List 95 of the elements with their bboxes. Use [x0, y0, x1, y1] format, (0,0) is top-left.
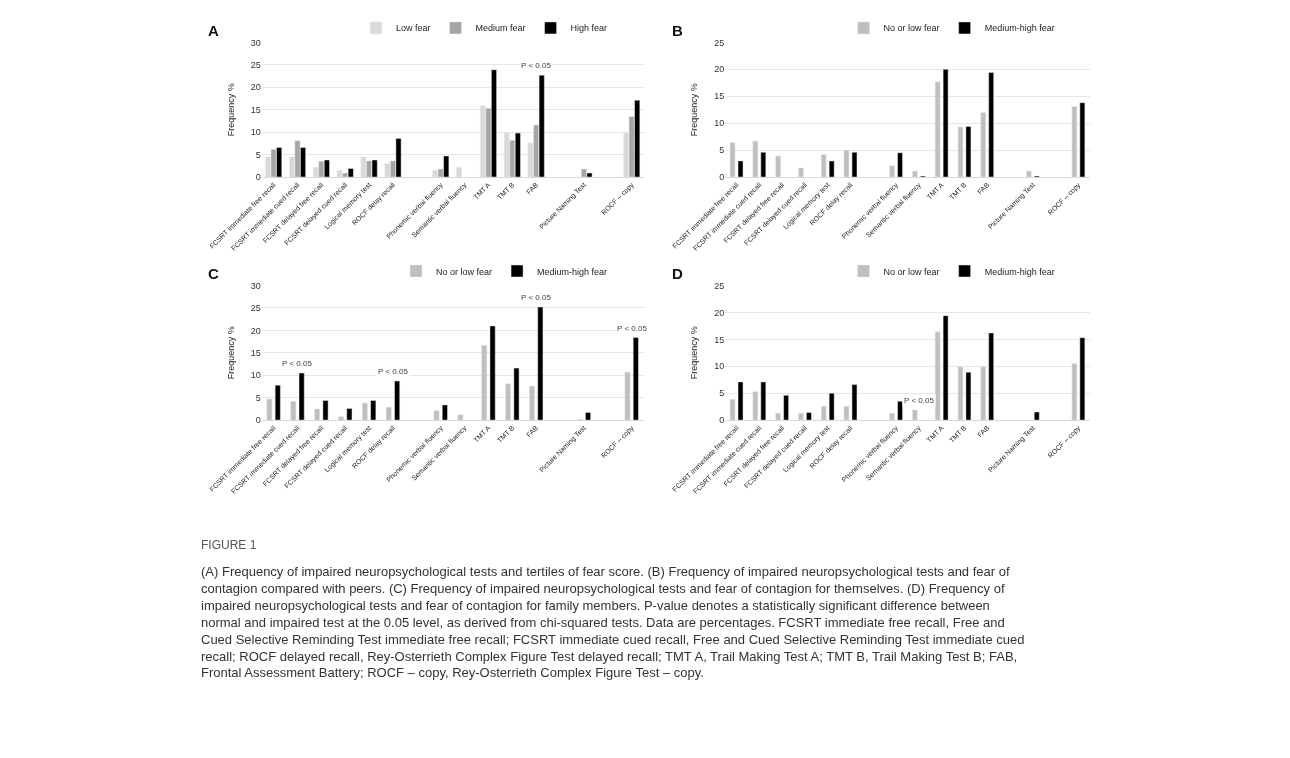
text: (A) Frequency of impaired neuropsychological tests and tertiles of fear score. (B) Frequency of impaired neuropsychological tests and fear of contagion compared with peers. (C) Frequency of impaired neuropsychological tests and fear of contagion for themselves. (D) Frequency of impaired neuropsychological tests and fear of contagion for family members. P-value denotes a statistically significant difference between normal and impaired test at the 0.05 level, as derived from chi-squared tests. Data are percentages. FCSRT immediate free recall, Free and Cued Selective Reminding Test immediate free recall; FCSRT immediate cued recall, Free and Cued Selective Reminding Test immediate cued recall; ROCF delayed recall, Rey-Osterrieth Complex Figure Test delayed recall; TMT A, Trail Making Test A; TMT B, Trail Making Test B; FAB, Frontal Assessment Battery; ROCF – copy, Rey-Osterrieth Complex Figure Test – copy.	[201, 564, 1025, 681]
y-tick-label: 20	[250, 82, 261, 93]
y-tick-label: 5	[719, 388, 725, 399]
y-tick-label: 5	[255, 392, 261, 403]
bar	[820, 405, 827, 421]
legend-label: Medium-high fear	[984, 23, 1055, 34]
y-tick-label: 25	[250, 303, 261, 314]
bar	[980, 112, 986, 178]
bar	[370, 400, 377, 421]
bar	[775, 155, 781, 178]
chart-title: C	[208, 265, 219, 282]
y-tick-label: 20	[714, 64, 725, 75]
legend-label: Medium-high fear	[984, 266, 1055, 277]
y-tick-label: 0	[255, 415, 261, 426]
legend-label: Medium fear	[475, 23, 526, 34]
y-tick-label: 15	[714, 334, 725, 345]
y-axis-title: Frequency %	[225, 83, 236, 137]
bar	[624, 371, 631, 421]
bar	[988, 72, 994, 178]
chart-title: B	[672, 22, 683, 39]
bar	[632, 337, 639, 421]
legend-label: No or low fear	[436, 266, 493, 277]
bar	[775, 412, 781, 421]
bar	[828, 392, 835, 421]
legend-label: No or low fear	[883, 23, 940, 34]
bar	[314, 408, 321, 421]
bar	[760, 152, 767, 178]
bar	[529, 385, 535, 421]
bar	[433, 410, 440, 421]
chart-title: A	[208, 22, 219, 39]
y-tick-label: 15	[250, 104, 261, 115]
annotation: P < 0.05	[617, 324, 648, 333]
bar	[385, 406, 392, 421]
y-tick-label: 20	[714, 307, 725, 318]
bar	[988, 332, 994, 421]
y-tick-label: 10	[250, 370, 261, 381]
bar	[760, 381, 767, 421]
caption: FIGURE 1	[201, 538, 257, 552]
annotation: P < 0.05	[904, 396, 935, 405]
bar	[889, 412, 895, 421]
bar	[585, 412, 591, 421]
bar	[897, 152, 903, 178]
bar	[362, 402, 368, 421]
y-tick-label: 5	[255, 149, 261, 160]
legend-label: No or low fear	[883, 266, 940, 277]
bar	[897, 401, 903, 421]
y-tick-label: 30	[250, 37, 261, 48]
chart-title: D	[672, 265, 683, 282]
bar	[828, 160, 835, 178]
bar	[806, 412, 812, 421]
legend-label: Low fear	[396, 23, 431, 34]
bar	[322, 400, 329, 421]
bar	[394, 380, 400, 421]
bar	[1034, 411, 1040, 421]
y-axis-title: Frequency %	[689, 326, 700, 380]
y-tick-label: 10	[714, 361, 725, 372]
bar	[798, 167, 804, 178]
bar	[513, 367, 520, 421]
bar	[798, 412, 804, 421]
y-tick-label: 5	[719, 145, 725, 156]
y-tick-label: 15	[250, 347, 261, 358]
bar	[1026, 170, 1032, 178]
bar	[912, 409, 918, 421]
bar	[338, 416, 344, 421]
y-tick-label: 15	[714, 91, 725, 102]
annotation: P < 0.05	[378, 367, 409, 376]
y-tick-label: 0	[719, 415, 725, 426]
y-axis-title: Frequency %	[689, 83, 700, 137]
y-tick-label: 0	[719, 172, 725, 183]
y-tick-label: 10	[250, 127, 261, 138]
bar	[505, 383, 511, 421]
bar	[980, 366, 986, 421]
annotation: P < 0.05	[521, 61, 552, 70]
y-tick-label: 10	[714, 118, 725, 129]
bar	[457, 414, 464, 421]
y-tick-label: 25	[250, 59, 261, 70]
bar	[783, 395, 789, 421]
y-tick-label: 30	[250, 280, 261, 291]
legend-label: Medium-high fear	[537, 266, 608, 277]
bar	[912, 170, 918, 178]
bar	[752, 140, 759, 178]
bar	[441, 404, 448, 421]
bar	[820, 154, 827, 178]
y-axis-title: Frequency %	[225, 326, 236, 380]
annotation: P < 0.05	[521, 293, 552, 302]
y-tick-label: 25	[714, 37, 725, 48]
bar	[889, 165, 895, 178]
y-tick-label: 20	[250, 325, 261, 336]
y-tick-label: 0	[255, 172, 261, 183]
annotation: P < 0.05	[282, 359, 313, 368]
y-tick-label: 25	[714, 280, 725, 291]
bar	[752, 391, 759, 421]
bar	[537, 306, 544, 421]
legend-label: High fear	[570, 23, 608, 34]
bar	[346, 408, 353, 421]
